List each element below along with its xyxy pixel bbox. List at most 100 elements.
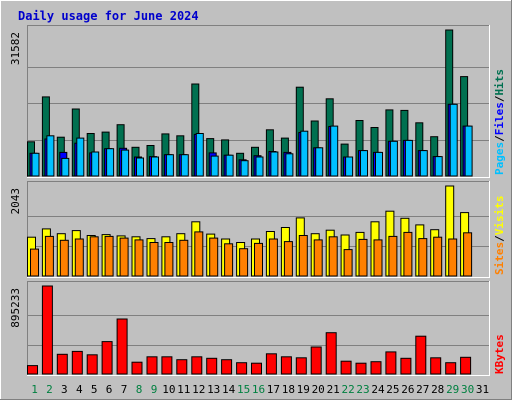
bar-pages-day-5 bbox=[91, 151, 100, 177]
bar-pages-day-21 bbox=[330, 125, 339, 177]
bar-kbytes-day-20 bbox=[310, 346, 322, 375]
bar-sites-day-11 bbox=[179, 239, 189, 277]
bar-kbytes-day-10 bbox=[161, 356, 173, 375]
bar-sites-day-4 bbox=[74, 238, 84, 277]
x-label-day-19: 19 bbox=[297, 383, 310, 396]
bar-sites-day-23 bbox=[358, 238, 368, 277]
legend-part: KBytes bbox=[493, 334, 506, 374]
bar-sites-day-14 bbox=[224, 243, 234, 277]
bar-sites-day-10 bbox=[164, 242, 174, 277]
x-label-day-24: 24 bbox=[371, 383, 385, 396]
bar-pages-day-14 bbox=[225, 154, 234, 177]
x-label-day-27: 27 bbox=[416, 383, 429, 396]
bar-sites-day-20 bbox=[313, 239, 323, 277]
x-label-day-14: 14 bbox=[222, 383, 236, 396]
legend-hits-files-pages: Pages/Files/Hits bbox=[493, 69, 506, 175]
x-label-day-1: 1 bbox=[31, 383, 38, 396]
bar-sites-day-8 bbox=[134, 239, 144, 277]
legend-part: / bbox=[493, 235, 506, 242]
bar-pages-day-16 bbox=[255, 156, 264, 177]
bar-kbytes-day-17 bbox=[265, 353, 277, 375]
bar-sites-day-26 bbox=[403, 231, 413, 277]
bar-kbytes-day-27 bbox=[415, 335, 427, 375]
bar-pages-day-12 bbox=[195, 133, 204, 177]
x-label-day-21: 21 bbox=[327, 383, 340, 396]
x-label-day-31: 31 bbox=[476, 383, 489, 396]
y-max-label: 2043 bbox=[9, 188, 22, 215]
legend-part: / bbox=[493, 95, 506, 102]
x-axis-labels: 1 2 3 4 5 6 7 8 9 10 11 12 13 14 15 16 17 18 19 20 21 22 23 24 2… bbox=[31, 383, 489, 396]
bar-kbytes-day-3 bbox=[56, 353, 68, 375]
legend-part: Visits bbox=[493, 196, 506, 236]
legend-part: / bbox=[493, 135, 506, 142]
x-label-day-20: 20 bbox=[312, 383, 325, 396]
x-label-day-8: 8 bbox=[136, 383, 143, 396]
bar-pages-day-8 bbox=[136, 157, 144, 177]
bar-sites-day-6 bbox=[104, 235, 114, 277]
bar-sites-day-19 bbox=[298, 235, 308, 277]
bar-kbytes-day-22 bbox=[340, 360, 352, 375]
bar-sites-day-9 bbox=[149, 242, 159, 277]
bar-kbytes-day-19 bbox=[295, 357, 307, 375]
y-max-label: 895233 bbox=[9, 288, 22, 328]
bar-sites-day-22 bbox=[343, 249, 353, 277]
bar-sites-day-7 bbox=[119, 237, 129, 277]
bar-kbytes-day-30 bbox=[460, 356, 472, 375]
bar-sites-day-16 bbox=[254, 242, 263, 277]
legend-part: Hits bbox=[493, 69, 506, 96]
bar-pages-day-17 bbox=[270, 151, 279, 177]
bar-pages-day-3 bbox=[61, 157, 70, 177]
bar-pages-day-6 bbox=[106, 148, 115, 177]
bar-pages-day-1 bbox=[31, 152, 40, 177]
bar-pages-day-28 bbox=[434, 156, 443, 177]
bar-sites-day-15 bbox=[239, 248, 249, 277]
bar-sites-day-2 bbox=[44, 235, 54, 277]
bar-kbytes-day-15 bbox=[236, 362, 248, 375]
bar-pages-day-24 bbox=[375, 151, 383, 177]
bar-kbytes-day-23 bbox=[355, 362, 367, 375]
bar-sites-day-13 bbox=[209, 237, 219, 277]
bar-kbytes-day-16 bbox=[251, 362, 262, 375]
bar-pages-day-22 bbox=[345, 156, 354, 177]
bar-kbytes-day-28 bbox=[430, 357, 442, 375]
bar-sites-day-1 bbox=[30, 248, 39, 277]
x-label-day-10: 10 bbox=[162, 383, 175, 396]
bar-kbytes-day-4 bbox=[71, 350, 83, 375]
bar-pages-day-18 bbox=[285, 153, 294, 177]
x-label-day-16: 16 bbox=[252, 383, 265, 396]
bar-kbytes-day-25 bbox=[385, 351, 397, 375]
bar-pages-day-26 bbox=[404, 139, 413, 177]
bar-kbytes-day-14 bbox=[221, 359, 233, 375]
bar-kbytes-day-24 bbox=[370, 361, 382, 375]
bar-pages-day-13 bbox=[210, 155, 219, 177]
bar-kbytes-day-26 bbox=[400, 357, 412, 375]
legend-visits-sites: Sites/Visits bbox=[493, 196, 506, 276]
bar-kbytes-day-2 bbox=[41, 285, 53, 375]
bar-kbytes-day-21 bbox=[325, 332, 337, 375]
bar-pages-day-20 bbox=[315, 147, 324, 177]
x-label-day-28: 28 bbox=[431, 383, 444, 396]
bar-pages-day-4 bbox=[76, 137, 85, 177]
x-label-day-30: 30 bbox=[461, 383, 474, 396]
x-label-day-29: 29 bbox=[446, 383, 459, 396]
bar-kbytes-day-1 bbox=[27, 365, 38, 375]
bar-kbytes-day-6 bbox=[101, 341, 113, 375]
legend-part: Sites bbox=[493, 242, 506, 275]
panel-3: 895233 bbox=[9, 281, 490, 376]
bar-sites-day-5 bbox=[89, 236, 99, 277]
bar-kbytes-day-13 bbox=[206, 357, 218, 375]
bar-pages-day-15 bbox=[240, 160, 249, 177]
bar-sites-day-28 bbox=[433, 236, 443, 277]
x-label-day-18: 18 bbox=[282, 383, 295, 396]
x-label-day-23: 23 bbox=[356, 383, 369, 396]
x-label-day-4: 4 bbox=[76, 383, 83, 396]
x-label-day-12: 12 bbox=[192, 383, 205, 396]
bar-sites-day-21 bbox=[328, 236, 338, 277]
bar-pages-day-11 bbox=[180, 154, 189, 177]
bar-pages-day-10 bbox=[165, 154, 174, 177]
bar-sites-day-25 bbox=[388, 235, 398, 277]
panel-1: 31582 bbox=[9, 25, 490, 178]
x-label-day-26: 26 bbox=[401, 383, 414, 396]
